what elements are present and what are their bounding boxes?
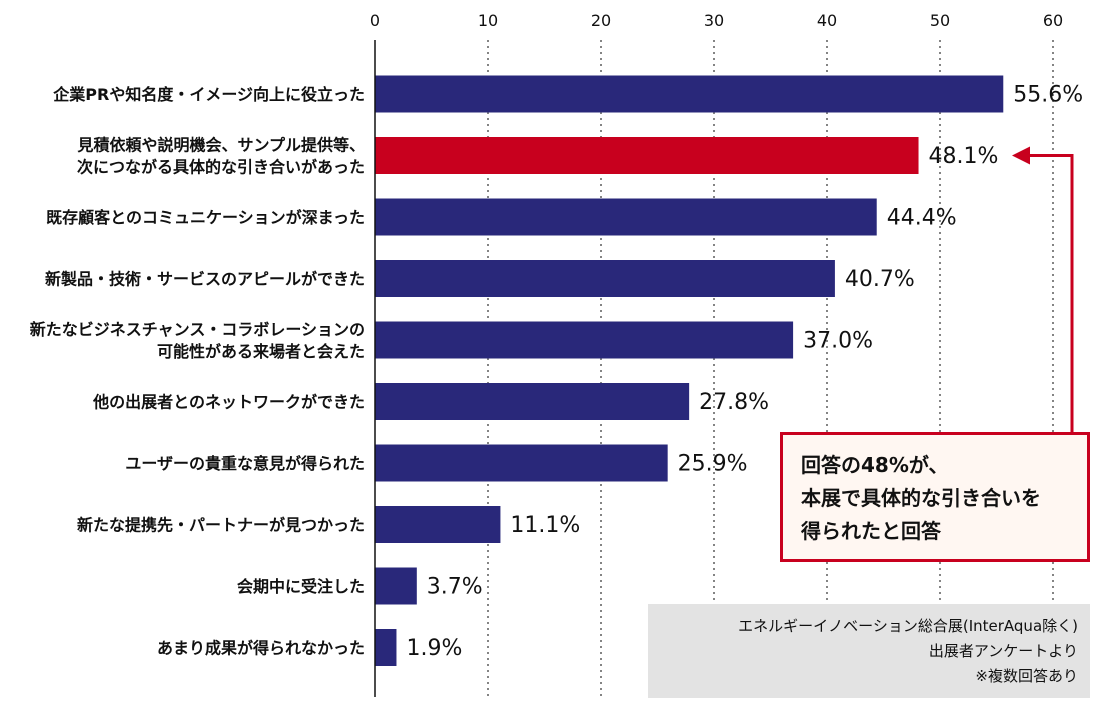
source-line-1: エネルギーイノベーション総合展(InterAqua除く) — [738, 617, 1078, 635]
value-label-1: 55.6% — [1013, 83, 1083, 108]
bar-10 — [375, 629, 397, 666]
source-line-3: ※複数回答あり — [975, 667, 1078, 685]
x-tick-label-20: 20 — [591, 11, 611, 30]
category-label-1: 企業PRや知名度・イメージ向上に役立った — [52, 85, 365, 104]
value-labels: 55.6% 48.1% 44.4% 40.7% 37.0% 27.8% 25.9% 11.1%… — [406, 83, 1083, 662]
bar-1 — [375, 75, 1004, 113]
category-label-6: 他の出展者とのネットワークができた — [92, 392, 365, 411]
x-tick-label-40: 40 — [817, 11, 837, 30]
callout-connector-line — [1026, 154, 1074, 433]
bar-4 — [375, 260, 835, 297]
category-label-10: あまり成果が得られなかった — [157, 638, 365, 657]
bar-6 — [375, 383, 690, 420]
bar-8 — [375, 506, 501, 543]
category-label-4: 新製品・技術・サービスのアピールができた — [45, 269, 365, 288]
bars — [375, 75, 1004, 666]
x-tick-label-50: 50 — [930, 11, 950, 30]
x-tick-labels: 0 10 20 30 40 50 60 — [370, 11, 1063, 30]
callout-line-1: 回答の48%が、 — [801, 453, 949, 477]
category-labels: 企業PRや知名度・イメージ向上に役立った見積依頼や説明機会、サンプル提供等、次に… — [30, 85, 365, 658]
bar-2 — [375, 137, 919, 174]
source-line-2: 出展者アンケートより — [928, 642, 1078, 660]
value-label-6: 27.8% — [699, 390, 769, 415]
category-label-9: 会期中に受注した — [237, 577, 365, 596]
category-label-7: ユーザーの貴重な意見が得られた — [125, 454, 365, 473]
source-note: エネルギーイノベーション総合展(InterAqua除く) 出展者アンケートより … — [648, 604, 1090, 698]
bar-7 — [375, 444, 668, 482]
callout-line-3: 得られたと回答 — [801, 519, 941, 543]
value-label-4: 40.7% — [845, 267, 915, 292]
value-label-10: 1.9% — [406, 636, 462, 661]
x-tick-label-30: 30 — [704, 11, 724, 30]
value-label-8: 11.1% — [510, 513, 580, 538]
category-label-5: 新たなビジネスチャンス・コラボレーションの可能性がある来場者と会えた — [30, 320, 365, 361]
x-tick-label-60: 60 — [1043, 11, 1063, 30]
bar-3 — [375, 198, 877, 236]
value-label-7: 25.9% — [678, 452, 748, 477]
value-label-9: 3.7% — [427, 575, 483, 600]
bar-9 — [375, 567, 417, 605]
x-tick-label-0: 0 — [370, 11, 380, 30]
value-label-2: 48.1% — [929, 144, 999, 169]
value-label-3: 44.4% — [887, 206, 957, 231]
callout-arrow-head — [1012, 146, 1030, 165]
callout-line-2: 本展で具体的な引き合いを — [801, 486, 1041, 510]
value-label-5: 37.0% — [803, 329, 873, 354]
category-label-2: 見積依頼や説明機会、サンプル提供等、次につながる具体的な引き合いがあった — [76, 135, 365, 176]
category-label-8: 新たな提携先・パートナーが見つかった — [77, 515, 365, 534]
category-label-3: 既存顧客とのコミュニケーションが深まった — [46, 208, 365, 227]
callout-box: 回答の48%が、 本展で具体的な引き合いを 得られたと回答 — [780, 432, 1090, 562]
bar-5 — [375, 321, 794, 359]
x-tick-label-10: 10 — [478, 11, 498, 30]
